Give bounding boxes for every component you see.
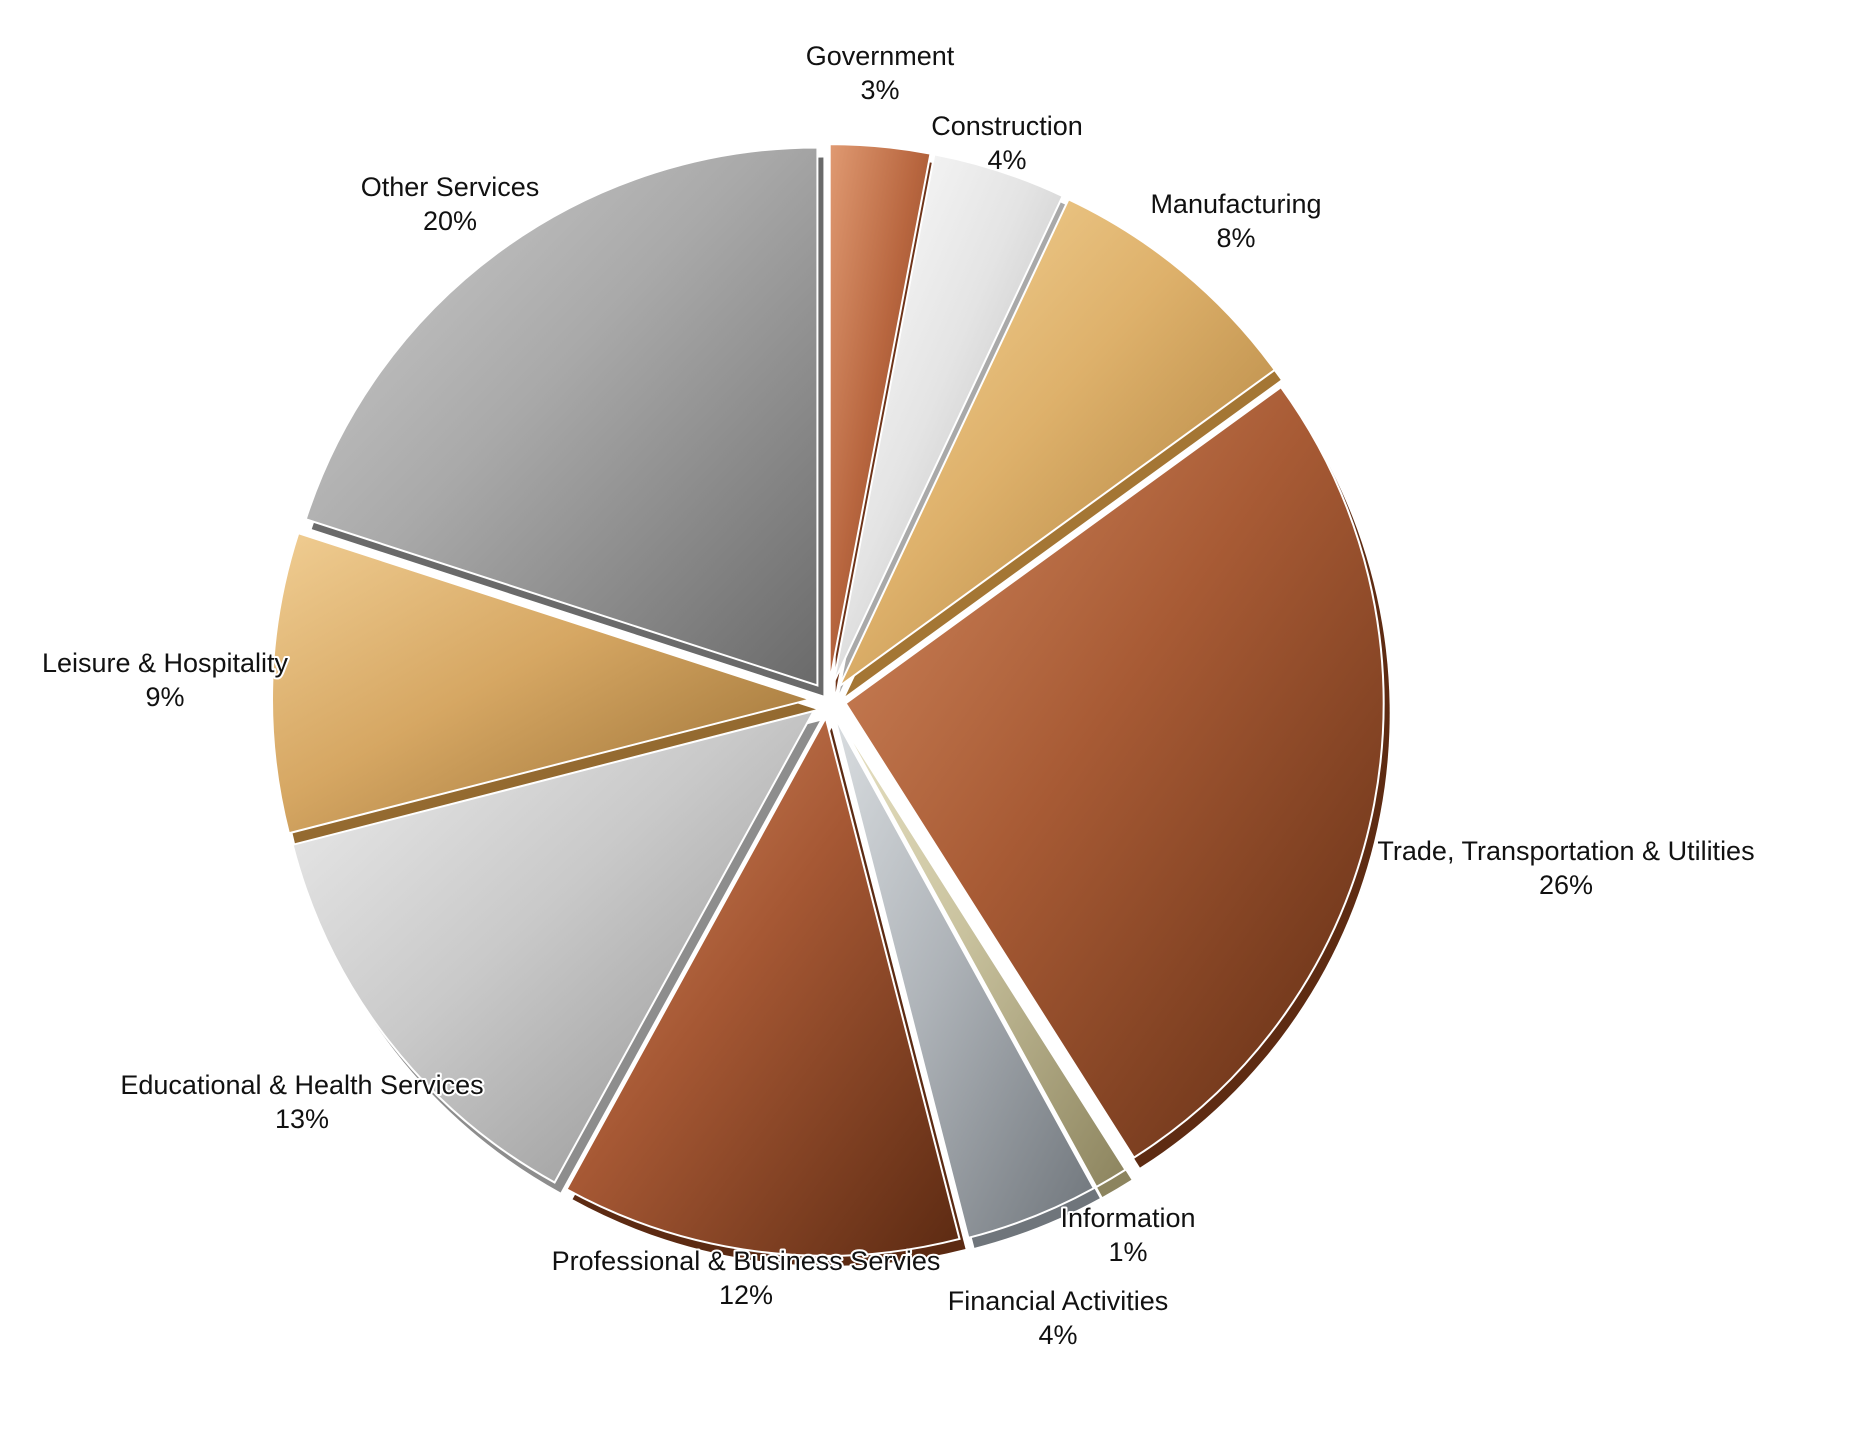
pie-slice (833, 716, 1100, 1248)
slice-percent-label: 8% (1216, 223, 1255, 253)
pie-slice-face (271, 531, 814, 835)
slice-percent-label: 12% (719, 1280, 773, 1310)
pie-slice-face (833, 716, 1096, 1240)
slice-category-label: Professional & Business Servies (552, 1246, 941, 1276)
slice-percent-label: 13% (275, 1104, 329, 1134)
slice-labels: Government 3% Construction 4% Manufacturing 8… (40, 39, 1757, 1352)
slice-percent-label: 9% (145, 682, 184, 712)
slice-category-label: Financial Activities (948, 1286, 1169, 1316)
pie-slice (838, 198, 1281, 697)
slice-category-label: Construction (931, 111, 1083, 141)
slice-percent-label: 3% (860, 75, 899, 105)
slice-percent-label: 20% (423, 206, 477, 236)
pie-slice-face (838, 198, 1277, 687)
slice-percent-label: 4% (987, 145, 1026, 175)
slice-category-label: Manufacturing (1150, 189, 1321, 219)
pie-slice (271, 531, 817, 844)
pie-slice-face (304, 146, 819, 687)
slice-category-label: Leisure & Hospitality (42, 648, 289, 678)
pie-slice-face (828, 143, 932, 683)
pie-slice (844, 385, 1390, 1168)
slice-category-label: Government (806, 41, 955, 71)
pie-slice-face (836, 714, 1127, 1189)
pie-slice-face (844, 385, 1385, 1160)
pie-slice (304, 146, 824, 696)
slice-category-label: Other Services (361, 172, 540, 202)
slice-category-label: Trade, Transportation & Utilities (1377, 836, 1754, 866)
pie-slice-face (565, 715, 961, 1257)
pie-slice (565, 715, 966, 1266)
slice-category-label: Educational & Health Services (120, 1070, 483, 1100)
slice-percent-label: 4% (1038, 1320, 1077, 1350)
slice-percent-label: 26% (1539, 870, 1593, 900)
pie-slice (836, 714, 1132, 1197)
pie-slice (291, 709, 820, 1193)
pie-slice (832, 153, 1069, 693)
pie-slice-face (291, 709, 816, 1184)
pie-slice-face (832, 153, 1064, 684)
pie-slices (271, 143, 1390, 1266)
slice-percent-label: 1% (1108, 1237, 1147, 1267)
slice-category-label: Information (1060, 1203, 1195, 1233)
